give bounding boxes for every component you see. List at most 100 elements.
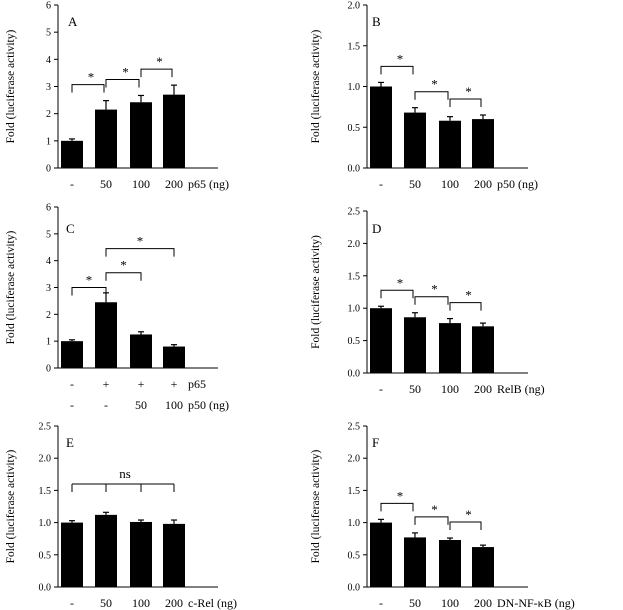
x-tick-label-row2: -: [70, 398, 74, 412]
x-tick-label: -: [379, 382, 383, 396]
y-axis-label: Fold (luciferase activity): [310, 29, 322, 143]
x-tick-label: 50: [409, 177, 421, 191]
x-tick-label: 200: [165, 596, 183, 610]
y-tick-label: 0: [46, 364, 51, 375]
bar: [439, 323, 461, 373]
y-tick-label: 0.5: [348, 550, 361, 561]
y-tick-label: 0.0: [348, 583, 361, 594]
panel-a: 0 1 2 3 4 5 6 Fold (luciferase activity) A - 50 100…: [5, 1, 229, 192]
significance-label: *: [465, 84, 472, 99]
y-tick-label: 4: [46, 256, 51, 267]
significance-bracket: [380, 65, 414, 75]
x-tick-label: 100: [441, 382, 459, 396]
y-tick-label: 1.5: [348, 271, 361, 282]
significance-label: ns: [119, 466, 131, 481]
y-axis-label: Fold (luciferase activity): [5, 230, 17, 344]
significance-bracket: [105, 248, 175, 257]
bar: [95, 514, 117, 587]
y-axis-label: Fold (luciferase activity): [5, 449, 17, 563]
panel-b: 0.0 0.5 1.0 1.5 2.0 Fold (luciferase activity…: [310, 1, 538, 192]
y-tick-label: 2: [46, 310, 51, 321]
bar: [404, 112, 426, 168]
significance-label: *: [465, 507, 472, 522]
panel-letter: B: [372, 14, 381, 29]
bar: [163, 94, 185, 168]
significance-label: *: [88, 70, 95, 85]
x-axis-label-row2: p50 (ng): [188, 398, 229, 412]
significance-bracket: [414, 91, 449, 100]
x-tick-label: 100: [132, 177, 150, 191]
x-tick-label: 50: [100, 177, 112, 191]
significance-label: *: [137, 234, 144, 249]
significance-label: *: [397, 275, 404, 290]
panel-letter: A: [68, 14, 78, 29]
x-tick-label: +: [171, 377, 178, 391]
y-tick-label: 4: [46, 55, 51, 66]
bar: [130, 521, 152, 587]
y-tick-label: 1.5: [348, 41, 361, 52]
significance-label: *: [431, 282, 438, 297]
y-tick-label: 2: [46, 109, 51, 120]
x-tick-label: -: [70, 177, 74, 191]
x-tick-label: 200: [474, 596, 492, 610]
bar: [472, 326, 494, 373]
x-tick-label: 100: [441, 596, 459, 610]
x-tick-label: 50: [100, 596, 112, 610]
panel-letter: C: [66, 221, 75, 236]
y-tick-label: 1: [46, 136, 51, 147]
x-tick-label-row2: 50: [135, 398, 147, 412]
y-tick-label: 2.5: [348, 422, 361, 433]
y-tick-label: 1.0: [348, 82, 361, 93]
y-tick-label: 0.0: [348, 369, 361, 380]
bar: [370, 86, 392, 168]
y-tick-label: 6: [46, 1, 51, 12]
y-axis-label: Fold (luciferase activity): [310, 449, 322, 563]
significance-bracket: [414, 296, 449, 305]
x-axis-label: DN-NF-κB (ng): [497, 596, 575, 610]
x-axis-label: p50 (ng): [497, 177, 538, 191]
x-axis-label: c-Rel (ng): [188, 596, 237, 610]
significance-label: *: [465, 288, 472, 303]
x-axis-label: p65: [188, 377, 206, 391]
panel-letter: E: [66, 435, 74, 450]
y-tick-label: 6: [46, 203, 51, 214]
x-tick-label-row2: 100: [165, 398, 183, 412]
bar: [61, 522, 83, 587]
significance-label: *: [122, 64, 129, 79]
y-tick-label: 0.5: [348, 123, 361, 134]
significance-bracket: [380, 289, 414, 299]
y-tick-label: 0.5: [39, 550, 52, 561]
y-tick-label: 1.0: [39, 518, 52, 529]
significance-label: *: [86, 273, 93, 288]
significance-bracket: [449, 521, 482, 531]
significance-bracket: [449, 98, 482, 108]
bar: [439, 120, 461, 168]
panel-f: 0.0 0.5 1.0 1.5 2.0 2.5 Fold (luciferase activ…: [310, 422, 575, 610]
significance-label: *: [397, 51, 404, 66]
significance-bracket: [449, 302, 482, 311]
panel-d: 0.0 0.5 1.0 1.5 2.0 2.5 Fold (luciferase activ…: [310, 207, 545, 397]
bar: [163, 523, 185, 587]
y-tick-label: 2.5: [348, 207, 361, 218]
panel-c: 0 1 2 3 4 5 6 Fold (luciferase activity) C - + + + p6…: [5, 203, 229, 413]
significance-bracket: [71, 287, 107, 296]
x-tick-label: 200: [474, 382, 492, 396]
significance-bracket: [105, 78, 140, 88]
bar: [130, 102, 152, 168]
significance-label: *: [120, 258, 127, 273]
significance-bracket: [71, 84, 105, 93]
bar: [61, 140, 83, 168]
x-tick-label: +: [138, 377, 145, 391]
significance-bracket: [380, 502, 414, 512]
x-tick-label: -: [70, 596, 74, 610]
y-tick-label: 0.0: [348, 164, 361, 175]
x-tick-label: 100: [132, 596, 150, 610]
y-tick-label: 2.5: [39, 422, 52, 433]
x-axis-label: p65 (ng): [188, 177, 229, 191]
y-tick-label: 1.0: [348, 518, 361, 529]
significance-label: *: [156, 54, 163, 69]
bar: [163, 346, 185, 368]
significance-label: *: [431, 502, 438, 517]
x-tick-label: 50: [409, 596, 421, 610]
